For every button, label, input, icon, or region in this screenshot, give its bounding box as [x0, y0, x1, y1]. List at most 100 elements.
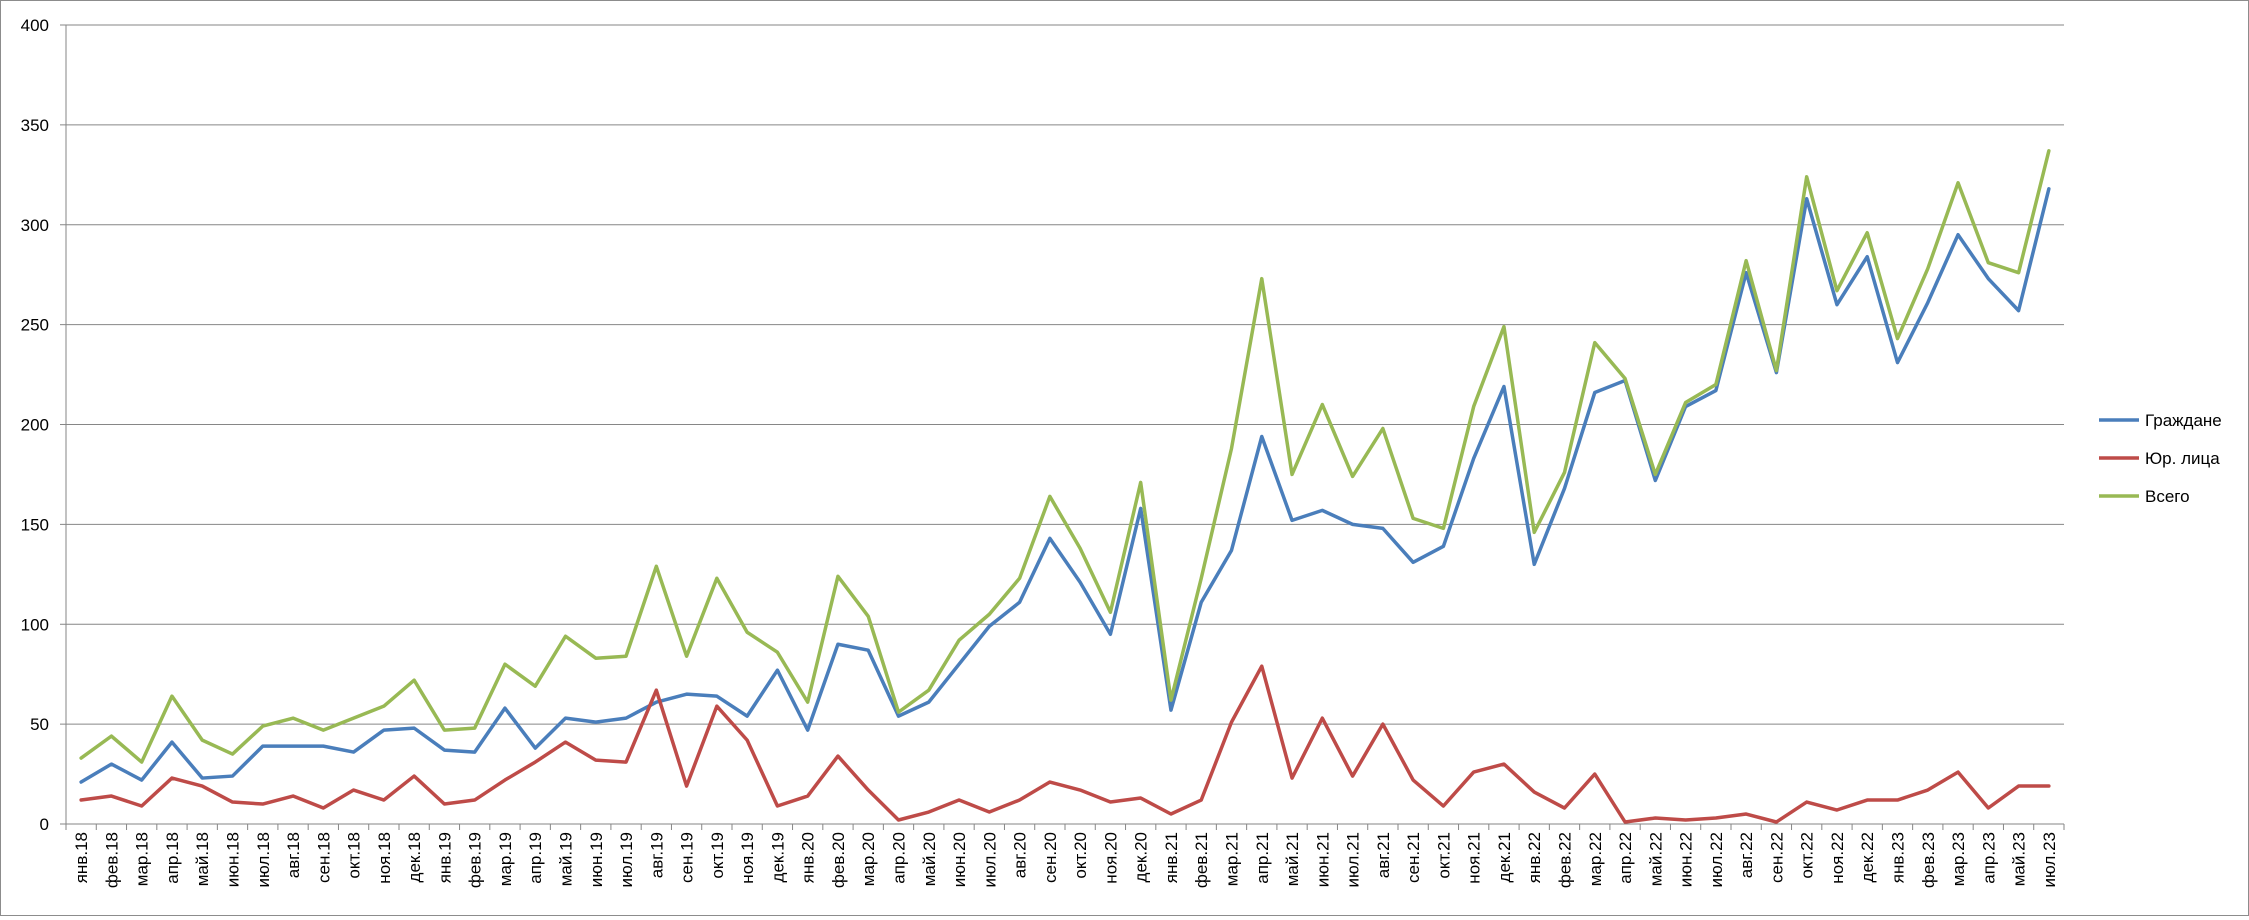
data-point — [836, 574, 840, 578]
x-tick-label: дек.19 — [768, 832, 787, 882]
data-point — [291, 716, 295, 720]
data-point — [321, 744, 325, 748]
data-point — [806, 728, 810, 732]
data-point — [715, 704, 719, 708]
data-point — [866, 614, 870, 618]
data-point — [564, 740, 568, 744]
data-point — [1805, 197, 1809, 201]
y-tick-label: 0 — [40, 815, 49, 834]
data-point — [1108, 800, 1112, 804]
x-tick-label: сен.18 — [314, 832, 333, 883]
x-tick-label: июл.19 — [617, 832, 636, 887]
data-point — [473, 750, 477, 754]
data-point — [352, 716, 356, 720]
x-tick-label: дек.18 — [405, 832, 424, 882]
data-point — [866, 788, 870, 792]
data-point — [1018, 798, 1022, 802]
data-point — [1502, 325, 1506, 329]
data-point — [200, 738, 204, 742]
data-point — [1563, 486, 1567, 490]
data-point — [352, 788, 356, 792]
x-tick-label: окт.20 — [1071, 832, 1090, 879]
data-point — [1351, 474, 1355, 478]
data-point — [1169, 698, 1173, 702]
data-point — [594, 758, 598, 762]
x-tick-label: авг.20 — [1011, 832, 1030, 878]
data-point — [1381, 526, 1385, 530]
x-tick-label: ноя.19 — [738, 832, 757, 884]
data-point — [1865, 798, 1869, 802]
data-point — [231, 752, 235, 756]
data-point — [1986, 277, 1990, 281]
x-tick-label: окт.18 — [345, 832, 364, 879]
data-point — [1411, 516, 1415, 520]
data-point — [1956, 233, 1960, 237]
data-point — [654, 700, 658, 704]
data-point — [685, 654, 689, 658]
data-point — [2047, 784, 2051, 788]
data-point — [957, 638, 961, 642]
data-point — [1199, 798, 1203, 802]
x-tick-label: июл.22 — [1707, 832, 1726, 887]
data-point — [957, 662, 961, 666]
data-point — [1018, 576, 1022, 580]
data-point — [927, 700, 931, 704]
x-tick-label: мар.23 — [1949, 832, 1968, 886]
data-point — [473, 726, 477, 730]
data-point — [1048, 536, 1052, 540]
x-tick-label: фев.20 — [829, 832, 848, 888]
data-point — [473, 798, 477, 802]
data-point — [775, 668, 779, 672]
data-point — [1472, 770, 1476, 774]
data-point — [1381, 722, 1385, 726]
x-tick-label: мар.21 — [1223, 832, 1242, 886]
data-point — [685, 784, 689, 788]
x-tick-label: май.18 — [193, 832, 212, 886]
data-point — [1169, 708, 1173, 712]
data-point — [1320, 716, 1324, 720]
series-lines — [79, 149, 2051, 824]
data-point — [624, 716, 628, 720]
y-tick-label: 350 — [21, 116, 49, 135]
x-tick-label: окт.21 — [1434, 832, 1453, 879]
x-tick-label: ноя.18 — [375, 832, 394, 884]
x-tick-label: ноя.21 — [1465, 832, 1484, 884]
x-tick-label: май.22 — [1646, 832, 1665, 886]
legend-label: Всего — [2145, 487, 2190, 506]
x-tick-label: мар.18 — [133, 832, 152, 886]
data-point — [1441, 544, 1445, 548]
data-point — [1805, 175, 1809, 179]
data-point — [170, 740, 174, 744]
x-tick-label: авг.19 — [647, 832, 666, 878]
data-point — [2047, 187, 2051, 191]
data-point — [1593, 772, 1597, 776]
x-tick-label: апр.23 — [1979, 832, 1998, 884]
data-point — [2017, 271, 2021, 275]
data-point — [866, 648, 870, 652]
data-point — [140, 778, 144, 782]
x-tick-label: май.23 — [2010, 832, 2029, 886]
data-point — [987, 612, 991, 616]
data-point — [1835, 289, 1839, 293]
data-point — [170, 694, 174, 698]
data-point — [715, 694, 719, 698]
data-point — [1320, 508, 1324, 512]
data-point — [503, 662, 507, 666]
data-point — [382, 728, 386, 732]
data-point — [79, 756, 83, 760]
data-point — [836, 754, 840, 758]
x-tick-label: янв.19 — [435, 832, 454, 883]
data-point — [321, 806, 325, 810]
data-point — [1351, 522, 1355, 526]
data-point — [897, 818, 901, 822]
data-point — [1684, 818, 1688, 822]
x-tick-label: фев.22 — [1556, 832, 1575, 888]
data-point — [1472, 405, 1476, 409]
x-tick-label: апр.18 — [163, 832, 182, 884]
data-point — [533, 684, 537, 688]
x-tick-label: янв.20 — [799, 832, 818, 883]
data-point — [1896, 337, 1900, 341]
data-point — [291, 744, 295, 748]
x-tick-label: июл.23 — [2040, 832, 2059, 887]
data-point — [1199, 600, 1203, 604]
